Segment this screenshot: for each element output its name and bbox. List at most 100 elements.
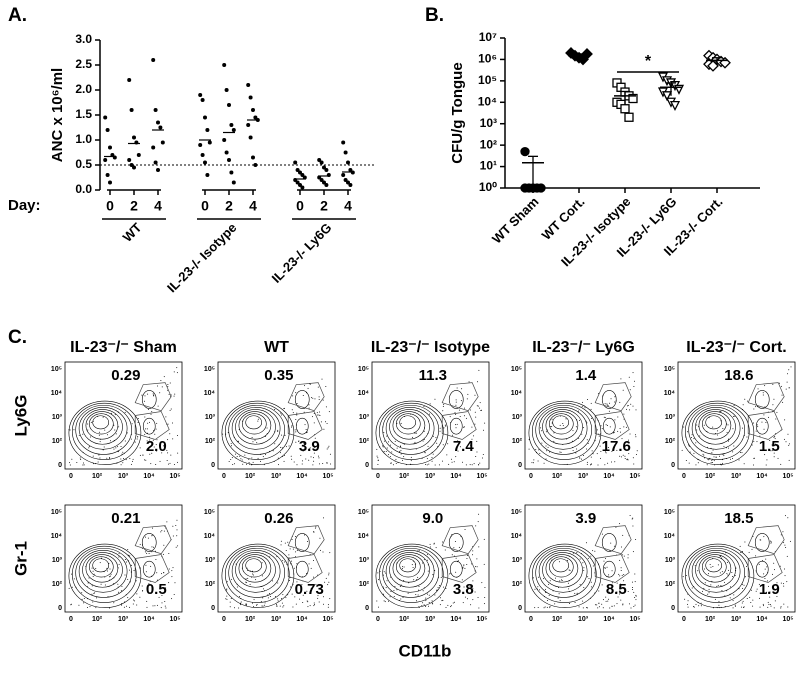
contour <box>142 417 156 435</box>
event-dot <box>318 584 320 586</box>
event-dot <box>788 387 790 389</box>
event-dot <box>383 450 385 452</box>
event-dot <box>550 426 552 428</box>
x-tick-label: 10³ <box>118 616 129 623</box>
event-dot <box>152 605 154 607</box>
event-dot <box>777 457 779 459</box>
y-tick-label: 10⁵ <box>51 509 62 516</box>
event-dot <box>325 406 327 408</box>
data-point <box>322 180 326 185</box>
event-dot <box>131 460 133 462</box>
event-dot <box>109 568 111 570</box>
event-dot <box>634 434 636 436</box>
y-tick-label: 10³ <box>359 557 370 564</box>
event-dot <box>752 599 754 601</box>
event-dot <box>732 600 734 602</box>
event-dot <box>294 429 296 431</box>
event-dot <box>153 394 155 396</box>
event-dot <box>102 449 104 451</box>
event-dot <box>543 607 545 609</box>
x-tick-label: 10⁴ <box>296 616 308 623</box>
event-dot <box>320 421 322 423</box>
gate <box>134 382 172 412</box>
data-point <box>129 163 134 167</box>
data-point <box>300 173 305 177</box>
event-dot <box>78 604 80 606</box>
event-dot <box>177 545 179 547</box>
event-dot <box>135 580 137 582</box>
event-dot <box>540 427 542 429</box>
data-point <box>227 158 231 162</box>
event-dot <box>715 456 717 458</box>
event-dot <box>726 573 728 575</box>
event-dot <box>385 450 387 452</box>
event-dot <box>259 460 261 462</box>
event-dot <box>578 606 580 608</box>
event-dot <box>309 447 311 449</box>
event-dot <box>303 442 305 444</box>
event-dot <box>156 439 158 441</box>
y-tick-label: 10³ <box>665 557 676 564</box>
event-dot <box>476 440 478 442</box>
event-dot <box>99 441 101 443</box>
event-dot <box>751 444 753 446</box>
data-point <box>295 180 300 185</box>
event-dot <box>700 602 702 604</box>
contour <box>72 545 137 603</box>
event-dot <box>309 448 311 450</box>
event-dot <box>539 452 541 454</box>
event-dot <box>628 376 630 378</box>
event-dot <box>429 546 431 548</box>
event-dot <box>685 575 687 577</box>
event-dot <box>118 553 120 555</box>
data-point <box>520 183 530 193</box>
event-dot <box>386 447 388 449</box>
event-dot <box>453 547 455 549</box>
event-dot <box>733 404 735 406</box>
event-dot <box>619 590 621 592</box>
event-dot <box>88 446 90 448</box>
contour <box>701 413 727 435</box>
event-dot <box>261 605 263 607</box>
event-dot <box>312 464 314 466</box>
event-dot <box>757 426 759 428</box>
event-dot <box>445 607 447 609</box>
event-dot <box>457 583 459 585</box>
event-dot <box>781 394 783 396</box>
contour <box>228 547 286 598</box>
event-dot <box>627 554 629 556</box>
x-tick-label: 10⁴ <box>450 473 462 480</box>
event-dot <box>174 393 176 395</box>
event-dot <box>87 423 89 425</box>
event-dot <box>731 575 733 577</box>
event-dot <box>386 580 388 582</box>
event-dot <box>532 462 534 464</box>
event-dot <box>740 552 742 554</box>
event-dot <box>428 594 430 596</box>
event-dot <box>469 409 471 411</box>
event-dot <box>576 552 578 554</box>
x-tick-label: 0 <box>682 616 686 623</box>
contour <box>691 550 741 593</box>
y-tick-label: 2.0 <box>75 82 92 96</box>
event-dot <box>470 443 472 445</box>
event-dot <box>386 435 388 437</box>
event-dot <box>633 463 635 465</box>
event-dot <box>755 430 757 432</box>
event-dot <box>591 450 593 452</box>
event-dot <box>465 464 467 466</box>
event-dot <box>622 603 624 605</box>
event-dot <box>236 455 238 457</box>
event-dot <box>732 607 734 609</box>
event-dot <box>741 583 743 585</box>
event-dot <box>717 584 719 586</box>
event-dot <box>780 534 782 536</box>
event-dot <box>168 463 170 465</box>
event-dot <box>167 439 169 441</box>
event-dot <box>383 574 385 576</box>
gate <box>441 525 479 555</box>
x-axis-label: Day: <box>8 197 41 214</box>
data-point <box>200 98 205 102</box>
gate <box>287 382 325 412</box>
x-tick-label: 10² <box>552 473 563 480</box>
